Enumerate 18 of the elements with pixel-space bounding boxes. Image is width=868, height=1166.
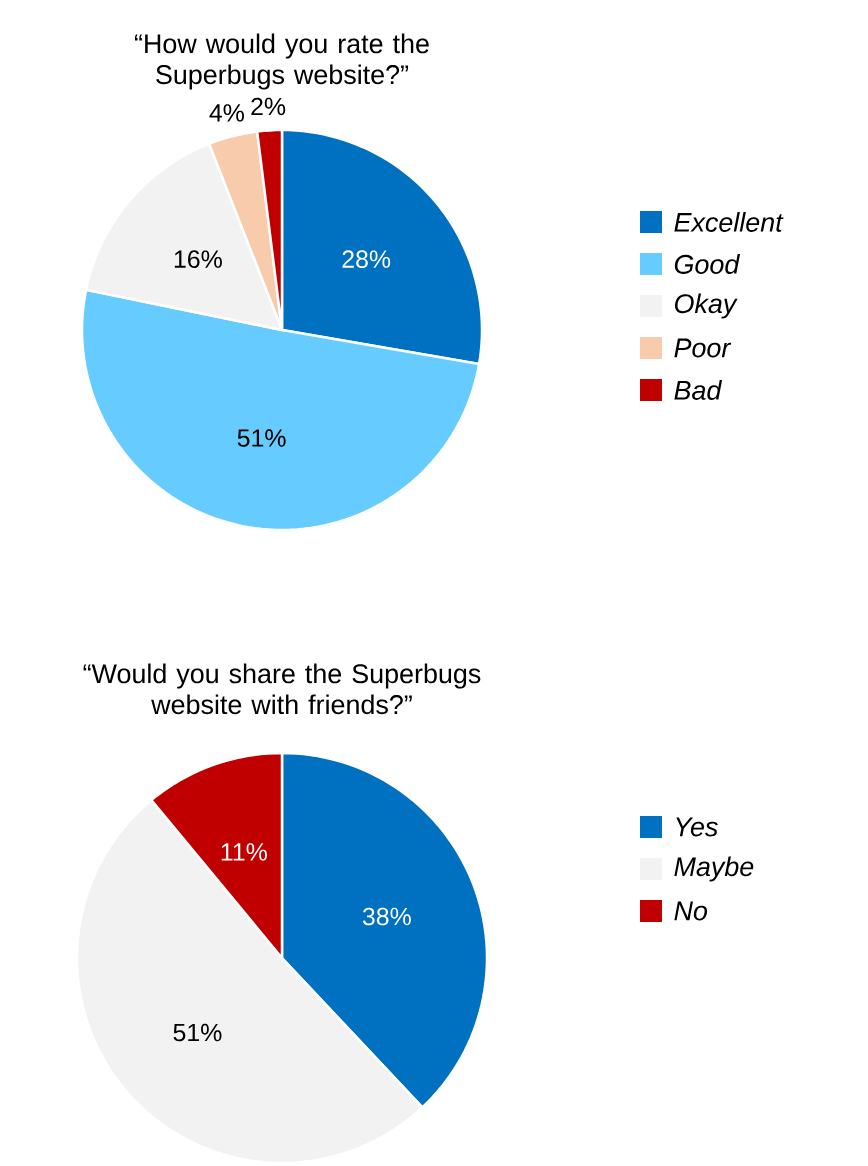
chart-title: “How would you rate the Superbugs website?” xyxy=(134,33,429,90)
legend-label: Poor xyxy=(674,338,732,358)
legend-label: Okay xyxy=(674,293,738,319)
chart-title: “Would you share the Superbugs website with friends?” xyxy=(83,663,481,715)
data-label: 51% xyxy=(237,429,286,447)
legend-label: Yes xyxy=(676,817,718,837)
data-label: 38% xyxy=(362,907,411,926)
data-label: 51% xyxy=(173,1023,222,1042)
legend-label: Maybe xyxy=(674,856,754,882)
legend-label: No xyxy=(674,901,708,921)
data-label: 11% xyxy=(221,843,267,861)
data-label: 28% xyxy=(342,250,391,268)
legend-label: Bad xyxy=(674,380,723,400)
data-label: 2% xyxy=(251,97,286,116)
data-label: 4% xyxy=(209,104,244,122)
legend-label: Good xyxy=(674,254,741,274)
legend-label: Excellent xyxy=(674,212,784,232)
data-label: 16% xyxy=(174,250,222,268)
